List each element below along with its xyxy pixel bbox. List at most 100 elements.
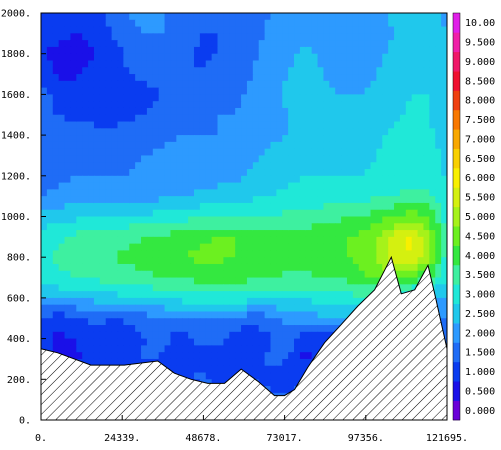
contour-cell (205, 67, 213, 75)
contour-cell (394, 155, 401, 163)
contour-cell (223, 284, 230, 292)
contour-cell (82, 230, 89, 238)
contour-cell (170, 13, 177, 21)
contour-cell (82, 33, 89, 41)
contour-cell (317, 87, 325, 95)
contour-cell (399, 128, 407, 136)
contour-cell (282, 67, 289, 75)
contour-cell (329, 94, 336, 102)
contour-cell (117, 291, 124, 299)
contour-cell (335, 80, 342, 89)
contour-cell (41, 128, 48, 136)
contour-cell (229, 19, 236, 28)
contour-cell (305, 74, 313, 82)
contour-cell (294, 277, 301, 285)
contour-cell (417, 135, 425, 143)
contour-cell (88, 236, 95, 245)
contour-cell (141, 236, 148, 245)
contour-cell (58, 277, 66, 285)
contour-cell (382, 175, 389, 184)
contour-cell (405, 263, 413, 272)
contour-cell (352, 216, 360, 224)
contour-cell (441, 297, 447, 306)
contour-cell (188, 74, 195, 82)
contour-cell (270, 46, 277, 55)
contour-cell (146, 26, 154, 34)
contour-cell (82, 304, 89, 313)
contour-cell (141, 94, 148, 102)
contour-cell (294, 67, 301, 75)
colorbar-label: 1.000 (465, 367, 495, 378)
contour-cell (429, 270, 436, 279)
contour-cell (211, 94, 219, 102)
contour-cell (441, 107, 447, 116)
contour-cell (117, 230, 124, 238)
contour-cell (388, 121, 395, 129)
contour-cell (246, 101, 254, 109)
contour-cell (111, 297, 119, 306)
contour-cell (264, 114, 272, 123)
contour-cell (376, 230, 383, 238)
contour-cell (76, 128, 83, 136)
contour-cell (276, 162, 283, 170)
contour-cell (335, 196, 342, 204)
contour-cell (341, 304, 348, 313)
contour-cell (435, 46, 442, 55)
contour-cell (64, 101, 72, 109)
contour-cell (258, 107, 266, 116)
contour-cell (370, 189, 377, 197)
colorbar-swatch (453, 323, 460, 343)
contour-cell (305, 189, 313, 197)
contour-cell (435, 148, 442, 157)
contour-cell (388, 94, 395, 102)
contour-cell (129, 74, 136, 82)
contour-cell (370, 60, 377, 68)
contour-cell (64, 60, 72, 68)
contour-cell (58, 94, 66, 102)
contour-cell (399, 270, 407, 279)
contour-cell (146, 216, 154, 224)
contour-cell (294, 358, 301, 367)
contour-cell (294, 257, 301, 265)
contour-cell (99, 182, 107, 190)
contour-cell (170, 175, 177, 184)
contour-cell (376, 175, 383, 184)
contour-cell (117, 26, 124, 34)
contour-cell (246, 155, 254, 163)
contour-cell (64, 318, 72, 326)
contour-cell (399, 148, 407, 157)
contour-cell (346, 236, 354, 245)
contour-cell (223, 230, 230, 238)
contour-cell (135, 223, 142, 231)
contour-cell (417, 40, 425, 48)
contour-cell (399, 257, 407, 265)
contour-cell (423, 236, 430, 245)
contour-cell (111, 53, 119, 62)
contour-cell (405, 277, 413, 285)
contour-cell (282, 250, 289, 258)
contour-cell (205, 352, 213, 360)
contour-cell (388, 162, 395, 170)
contour-cell (129, 318, 136, 326)
contour-cell (341, 94, 348, 102)
contour-cell (111, 331, 119, 340)
contour-cell (305, 162, 313, 170)
contour-cell (299, 202, 307, 211)
contour-cell (299, 13, 307, 21)
contour-cell (411, 230, 419, 238)
contour-cell (129, 257, 136, 265)
contour-cell (241, 297, 248, 306)
contour-cell (311, 67, 319, 75)
contour-cell (217, 148, 224, 157)
contour-cell (52, 13, 60, 21)
contour-cell (76, 189, 83, 197)
contour-cell (58, 135, 66, 143)
contour-cell (135, 196, 142, 204)
contour-cell (435, 189, 442, 197)
contour-cell (323, 148, 330, 157)
contour-cell (317, 257, 325, 265)
contour-cell (211, 358, 219, 367)
contour-cell (141, 196, 148, 204)
contour-cell (276, 297, 283, 306)
contour-cell (341, 257, 348, 265)
